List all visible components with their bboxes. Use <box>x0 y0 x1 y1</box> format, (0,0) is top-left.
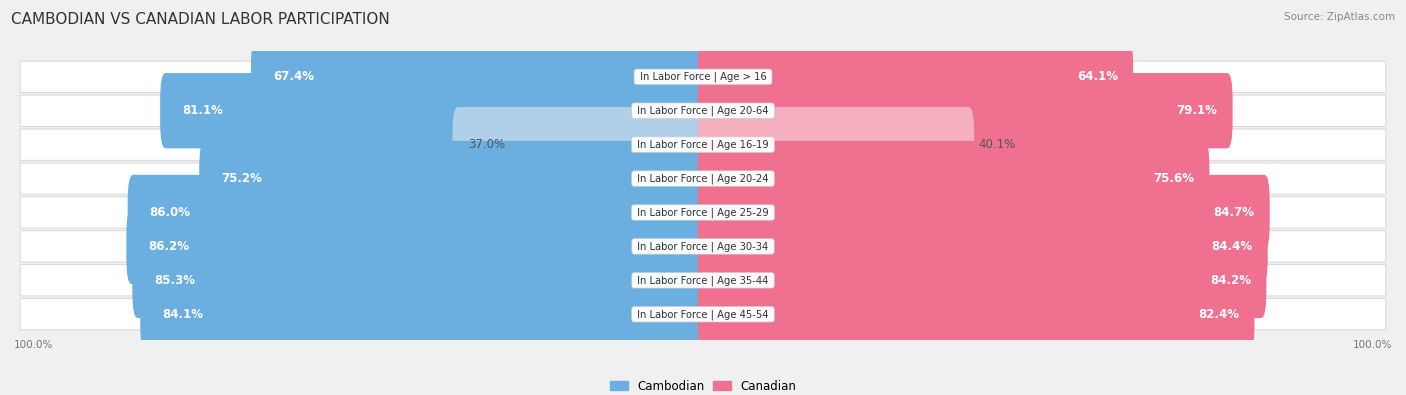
FancyBboxPatch shape <box>697 276 1254 352</box>
FancyBboxPatch shape <box>697 39 1133 115</box>
Text: CAMBODIAN VS CANADIAN LABOR PARTICIPATION: CAMBODIAN VS CANADIAN LABOR PARTICIPATIO… <box>11 12 389 27</box>
Text: 100.0%: 100.0% <box>1353 340 1392 350</box>
FancyBboxPatch shape <box>697 175 1270 250</box>
FancyBboxPatch shape <box>127 209 709 284</box>
FancyBboxPatch shape <box>20 197 1386 228</box>
Text: In Labor Force | Age 35-44: In Labor Force | Age 35-44 <box>634 275 772 286</box>
FancyBboxPatch shape <box>453 107 709 182</box>
FancyBboxPatch shape <box>697 73 1233 149</box>
FancyBboxPatch shape <box>200 141 709 216</box>
Text: 64.1%: 64.1% <box>1077 70 1118 83</box>
Text: 86.2%: 86.2% <box>148 240 190 253</box>
Text: In Labor Force | Age 20-64: In Labor Force | Age 20-64 <box>634 105 772 116</box>
FancyBboxPatch shape <box>20 231 1386 262</box>
FancyBboxPatch shape <box>20 129 1386 160</box>
Text: Source: ZipAtlas.com: Source: ZipAtlas.com <box>1284 12 1395 22</box>
FancyBboxPatch shape <box>128 175 709 250</box>
FancyBboxPatch shape <box>132 243 709 318</box>
FancyBboxPatch shape <box>250 39 709 115</box>
FancyBboxPatch shape <box>697 243 1267 318</box>
Text: 67.4%: 67.4% <box>273 70 314 83</box>
FancyBboxPatch shape <box>697 141 1209 216</box>
Legend: Cambodian, Canadian: Cambodian, Canadian <box>606 375 800 395</box>
Text: 86.0%: 86.0% <box>149 206 191 219</box>
Text: In Labor Force | Age > 16: In Labor Force | Age > 16 <box>637 71 769 82</box>
Text: 75.2%: 75.2% <box>221 172 262 185</box>
Text: 84.2%: 84.2% <box>1211 274 1251 287</box>
Text: In Labor Force | Age 25-29: In Labor Force | Age 25-29 <box>634 207 772 218</box>
FancyBboxPatch shape <box>20 265 1386 296</box>
Text: 84.7%: 84.7% <box>1213 206 1254 219</box>
Text: 37.0%: 37.0% <box>468 138 505 151</box>
Text: 82.4%: 82.4% <box>1198 308 1239 321</box>
FancyBboxPatch shape <box>20 61 1386 92</box>
FancyBboxPatch shape <box>20 95 1386 126</box>
Text: 84.4%: 84.4% <box>1212 240 1253 253</box>
Text: In Labor Force | Age 45-54: In Labor Force | Age 45-54 <box>634 309 772 320</box>
FancyBboxPatch shape <box>141 276 709 352</box>
Text: 75.6%: 75.6% <box>1153 172 1194 185</box>
Text: 81.1%: 81.1% <box>181 104 224 117</box>
FancyBboxPatch shape <box>20 299 1386 330</box>
Text: 79.1%: 79.1% <box>1177 104 1218 117</box>
FancyBboxPatch shape <box>160 73 709 149</box>
Text: 100.0%: 100.0% <box>14 340 53 350</box>
Text: 40.1%: 40.1% <box>979 138 1017 151</box>
Text: In Labor Force | Age 20-24: In Labor Force | Age 20-24 <box>634 173 772 184</box>
Text: 85.3%: 85.3% <box>155 274 195 287</box>
Text: 84.1%: 84.1% <box>162 308 202 321</box>
Text: In Labor Force | Age 30-34: In Labor Force | Age 30-34 <box>634 241 772 252</box>
FancyBboxPatch shape <box>20 163 1386 194</box>
FancyBboxPatch shape <box>697 209 1268 284</box>
FancyBboxPatch shape <box>697 107 974 182</box>
Text: In Labor Force | Age 16-19: In Labor Force | Age 16-19 <box>634 139 772 150</box>
